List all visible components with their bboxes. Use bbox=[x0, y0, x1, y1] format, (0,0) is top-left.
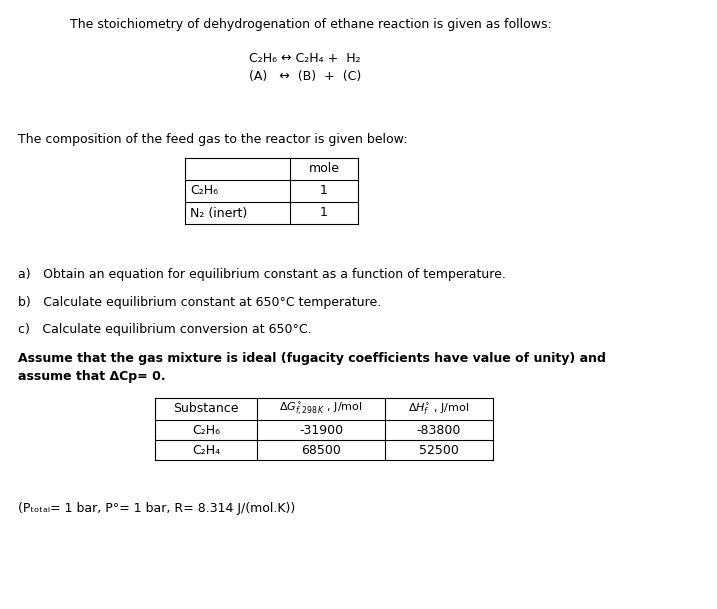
Text: 68500: 68500 bbox=[301, 443, 341, 457]
Text: The composition of the feed gas to the reactor is given below:: The composition of the feed gas to the r… bbox=[18, 133, 407, 146]
Text: Substance: Substance bbox=[174, 403, 239, 415]
Text: -31900: -31900 bbox=[299, 423, 343, 437]
Text: N₂ (inert): N₂ (inert) bbox=[190, 206, 247, 219]
Text: mole: mole bbox=[308, 163, 340, 175]
Text: C₂H₆: C₂H₆ bbox=[190, 185, 218, 197]
Text: (A)   ↔  (B)  +  (C): (A) ↔ (B) + (C) bbox=[249, 70, 361, 83]
Text: 1: 1 bbox=[320, 185, 328, 197]
Text: $\Delta H^{\circ}_{f}$ , J/mol: $\Delta H^{\circ}_{f}$ , J/mol bbox=[409, 401, 470, 417]
Text: assume that ΔCp= 0.: assume that ΔCp= 0. bbox=[18, 370, 166, 383]
Text: Assume that the gas mixture is ideal (fugacity coefficients have value of unity): Assume that the gas mixture is ideal (fu… bbox=[18, 352, 606, 365]
Text: a) Obtain an equation for equilibrium constant as a function of temperature.: a) Obtain an equation for equilibrium co… bbox=[18, 268, 506, 281]
Text: 1: 1 bbox=[320, 206, 328, 219]
Text: 52500: 52500 bbox=[419, 443, 459, 457]
Text: c) Calculate equilibrium conversion at 650°C.: c) Calculate equilibrium conversion at 6… bbox=[18, 323, 312, 336]
Text: -83800: -83800 bbox=[417, 423, 461, 437]
Text: C₂H₄: C₂H₄ bbox=[192, 443, 220, 457]
Text: (Pₜₒₜₐₗ= 1 bar, P°= 1 bar, R= 8.314 J/(mol.K)): (Pₜₒₜₐₗ= 1 bar, P°= 1 bar, R= 8.314 J/(m… bbox=[18, 502, 295, 515]
Text: $\Delta G^{\circ}_{f,298\,K}$ , J/mol: $\Delta G^{\circ}_{f,298\,K}$ , J/mol bbox=[279, 401, 363, 417]
Text: C₂H₆ ↔ C₂H₄ +  H₂: C₂H₆ ↔ C₂H₄ + H₂ bbox=[250, 52, 361, 65]
Text: The stoichiometry of dehydrogenation of ethane reaction is given as follows:: The stoichiometry of dehydrogenation of … bbox=[70, 18, 552, 31]
Text: C₂H₆: C₂H₆ bbox=[192, 423, 220, 437]
Text: b) Calculate equilibrium constant at 650°C temperature.: b) Calculate equilibrium constant at 650… bbox=[18, 296, 381, 309]
